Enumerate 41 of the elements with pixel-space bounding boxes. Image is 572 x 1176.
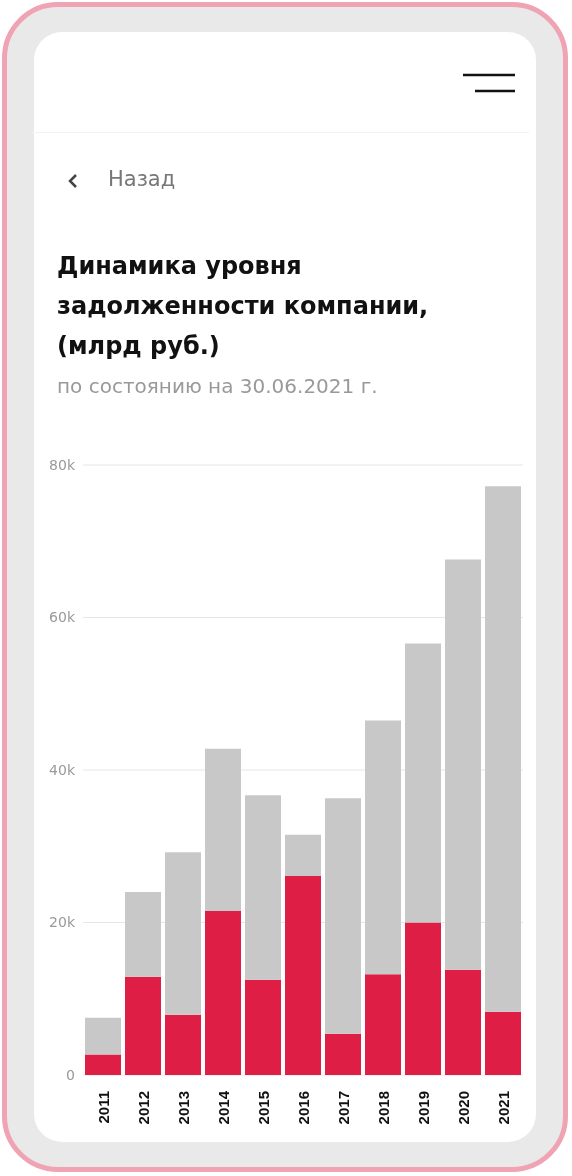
y-tick-label: 0 bbox=[66, 1066, 75, 1083]
bar bbox=[485, 486, 521, 1012]
bar bbox=[445, 969, 481, 1075]
bar bbox=[165, 852, 201, 1015]
bar bbox=[85, 1017, 121, 1055]
bar bbox=[285, 875, 321, 1075]
x-tick-label: 2017 bbox=[334, 1091, 352, 1125]
x-tick-label: 2018 bbox=[374, 1091, 392, 1125]
bar bbox=[445, 559, 481, 970]
bar bbox=[405, 922, 441, 1075]
bar bbox=[325, 798, 361, 1034]
bar bbox=[205, 748, 241, 912]
bar bbox=[365, 974, 401, 1075]
chart-title: Динамика уровня задолженности компании, (млрд руб.) bbox=[57, 251, 430, 362]
x-tick-label: 2020 bbox=[454, 1091, 472, 1125]
y-tick-label: 80k bbox=[49, 456, 76, 473]
x-tick-label: 2016 bbox=[294, 1091, 312, 1125]
text: Назад bbox=[108, 167, 176, 191]
bar bbox=[165, 1014, 201, 1075]
chart-subtitle: по состоянию на 30.06.2021 г. bbox=[57, 374, 378, 398]
bar bbox=[245, 795, 281, 980]
bar bbox=[85, 1054, 121, 1075]
bar bbox=[125, 892, 161, 977]
bar bbox=[125, 976, 161, 1075]
x-tick-label: 2021 bbox=[494, 1091, 512, 1125]
bar bbox=[405, 643, 441, 923]
bar bbox=[485, 1011, 521, 1075]
y-tick-label: 60k bbox=[49, 609, 76, 626]
bar bbox=[365, 720, 401, 975]
y-tick-label: 40k bbox=[49, 761, 76, 778]
bar bbox=[285, 834, 321, 876]
x-tick-label: 2013 bbox=[174, 1091, 192, 1125]
x-tick-label: 2019 bbox=[414, 1091, 432, 1125]
y-tick-label: 20k bbox=[49, 914, 76, 931]
bar bbox=[245, 979, 281, 1075]
x-tick-label: 2015 bbox=[254, 1091, 272, 1125]
x-tick-label: 2014 bbox=[214, 1090, 232, 1125]
bar bbox=[325, 1033, 361, 1075]
x-tick-label: 2012 bbox=[134, 1091, 152, 1125]
bar bbox=[205, 911, 241, 1075]
x-tick-label: 2011 bbox=[94, 1091, 112, 1124]
